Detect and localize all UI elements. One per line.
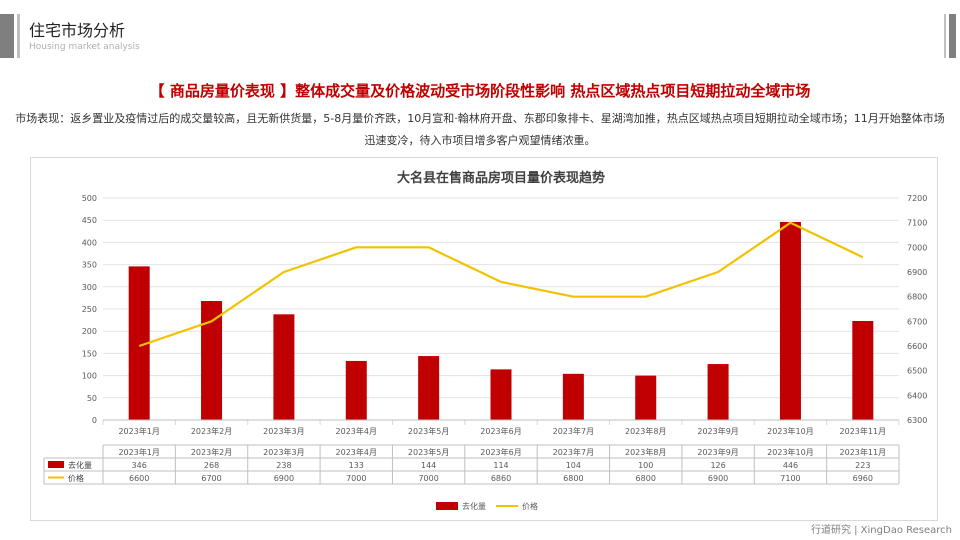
y-right-tick-label: 6800 [907, 293, 927, 302]
table-header-cell: 2023年5月 [408, 447, 449, 457]
x-tick-label: 2023年2月 [191, 426, 232, 436]
header-accent-bar-thin [17, 14, 20, 58]
chart-title: 大名县在售商品房项目量价表现趋势 [397, 170, 605, 186]
table-cell: 6900 [708, 474, 728, 483]
table-cell: 6700 [201, 474, 221, 483]
y-right-tick-label: 6900 [907, 268, 927, 277]
headline: 【 商品房量价表现 】整体成交量及价格波动受市场阶段性影响 热点区域热点项目短期… [149, 82, 811, 100]
footer-credit: 行道研究 | XingDao Research [810, 525, 952, 536]
table-cell: 100 [638, 461, 653, 470]
y-right-tick-label: 7100 [907, 219, 927, 228]
table-cell: 7100 [780, 474, 800, 483]
table-cell: 7000 [346, 474, 366, 483]
y-left-tick-label: 250 [82, 305, 97, 314]
table-cell: 223 [855, 461, 870, 470]
volume-price-chart: 大名县在售商品房项目量价表现趋势 0 50 100 150 200 250 300 350 400… [43, 170, 927, 511]
table-cell: 238 [276, 461, 291, 470]
table-header-cell: 2023年10月 [767, 447, 814, 457]
table-header-cell: 2023年4月 [336, 447, 377, 457]
y-right-tick-label: 7200 [907, 194, 927, 203]
y-right-tick-label: 6500 [907, 367, 927, 376]
table-cell: 6960 [853, 474, 873, 483]
table-cell: 126 [710, 461, 725, 470]
header-right-accent-bar-thin [944, 14, 946, 58]
y-left-tick-label: 450 [82, 216, 97, 225]
table-cell: 446 [783, 461, 798, 470]
y-left-tick-label: 500 [82, 194, 97, 203]
y-left-tick-label: 200 [82, 327, 97, 336]
y-left-tick-label: 150 [82, 349, 97, 358]
bar-去化量 [490, 369, 512, 420]
table-cell: 6900 [274, 474, 294, 483]
x-tick-label: 2023年10月 [767, 426, 814, 436]
bar-去化量 [779, 221, 801, 420]
y-left-tick-label: 300 [82, 283, 97, 292]
bar-去化量 [635, 375, 657, 420]
y-right-tick-label: 6400 [907, 391, 927, 400]
table-row-label: 去化量 [68, 460, 92, 470]
x-tick-label: 2023年11月 [840, 426, 887, 436]
y-right-tick-label: 6700 [907, 317, 927, 326]
x-tick-label: 2023年8月 [625, 426, 666, 436]
table-header-cell: 2023年9月 [697, 447, 738, 457]
legend-label: 价格 [522, 501, 538, 511]
x-tick-label: 2023年7月 [553, 426, 594, 436]
table-cell: 6600 [129, 474, 149, 483]
x-tick-label: 2023年1月 [118, 426, 159, 436]
page-subtitle: Housing market analysis [29, 42, 140, 52]
bar-去化量 [128, 266, 150, 420]
table-legend-key-bar [48, 461, 64, 468]
table-header-cell: 2023年3月 [263, 447, 304, 457]
y-left-tick-label: 350 [82, 261, 97, 270]
table-header-cell: 2023年6月 [480, 447, 521, 457]
table-cell: 114 [493, 461, 508, 470]
chart-container: 大名县在售商品房项目量价表现趋势 0 50 100 150 200 250 300 350 400… [30, 157, 938, 521]
bar-去化量 [418, 356, 440, 420]
y-right-tick-label: 7000 [907, 243, 927, 252]
table-header-cell: 2023年8月 [625, 447, 666, 457]
table-cell: 6800 [563, 474, 583, 483]
y-left-tick-label: 100 [82, 372, 97, 381]
table-header-cell: 2023年1月 [118, 447, 159, 457]
y-left-tick-label: 50 [87, 394, 97, 403]
table-row-label: 价格 [68, 473, 84, 483]
table-cell: 144 [421, 461, 436, 470]
y-left-tick-label: 400 [82, 238, 97, 247]
bar-去化量 [345, 360, 367, 420]
bar-去化量 [707, 364, 729, 420]
table-header-cell: 2023年2月 [191, 447, 232, 457]
table-cell: 346 [132, 461, 147, 470]
x-tick-label: 2023年3月 [263, 426, 304, 436]
bar-去化量 [852, 320, 874, 420]
x-tick-label: 2023年5月 [408, 426, 449, 436]
table-cell: 268 [204, 461, 219, 470]
legend-key-bar [436, 502, 458, 510]
x-tick-label: 2023年9月 [697, 426, 738, 436]
table-header-cell: 2023年7月 [553, 447, 594, 457]
market-description: 市场表现：返乡置业及疫情过后的成交量较高，且无新供货量，5-8月量价齐跌，10月… [15, 112, 945, 147]
y-right-tick-label: 6600 [907, 342, 927, 351]
table-cell: 104 [566, 461, 581, 470]
header-accent-bar [0, 14, 14, 58]
bar-去化量 [201, 301, 223, 420]
legend-label: 去化量 [462, 501, 486, 511]
table-cell: 133 [349, 461, 364, 470]
x-tick-label: 2023年4月 [336, 426, 377, 436]
page-title: 住宅市场分析 [29, 21, 126, 40]
line-价格 [138, 221, 864, 348]
bar-去化量 [562, 373, 584, 420]
table-cell: 6860 [491, 474, 511, 483]
x-tick-label: 2023年6月 [480, 426, 521, 436]
table-header-cell: 2023年11月 [840, 447, 887, 457]
table-cell: 7000 [418, 474, 438, 483]
y-right-tick-label: 6300 [907, 416, 927, 425]
header-right-accent-bar [949, 14, 956, 58]
table-cell: 6800 [636, 474, 656, 483]
y-left-tick-label: 0 [92, 416, 97, 425]
bar-去化量 [273, 314, 295, 420]
